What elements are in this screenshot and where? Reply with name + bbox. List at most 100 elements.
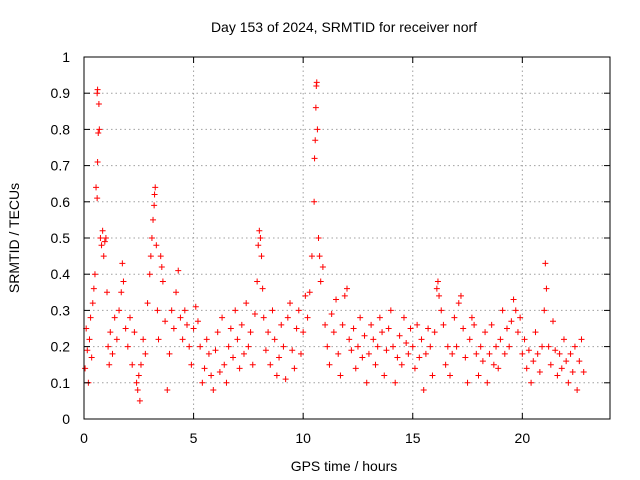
data-point [462,354,469,361]
data-point [312,137,319,144]
data-point [519,350,526,357]
data-point [352,365,359,372]
data-point [155,336,162,343]
data-point [118,289,125,296]
data-point [102,235,109,241]
data-point [460,325,467,332]
data-point [223,379,230,386]
data-point [152,184,159,191]
data-point [525,347,532,354]
data-point [523,365,530,372]
data-point [234,336,241,343]
data-point [142,350,149,357]
data-point [166,350,173,357]
data-point [219,314,226,321]
data-point [490,361,497,368]
data-point [106,361,113,368]
data-point [499,307,506,314]
data-point [111,314,118,321]
data-point [477,343,484,350]
data-point [486,350,493,357]
data-point [392,379,399,386]
data-point [543,285,550,292]
data-point [175,267,182,274]
data-point [308,253,315,260]
data-point [484,379,491,386]
data-point [107,329,114,336]
data-point [227,325,234,332]
data-point [124,343,131,350]
data-point [293,325,300,332]
data-point [256,227,263,234]
data-point [390,343,397,350]
data-point [425,325,432,332]
data-point [339,321,346,328]
x-tick-label: 5 [190,430,198,446]
data-point [569,368,576,375]
y-tick-label: 1 [62,49,70,65]
data-point [236,365,243,372]
data-point [512,307,519,314]
data-point [468,314,475,321]
data-point [514,329,521,336]
y-tick-label: 0.6 [51,194,71,210]
y-tick-label: 0.5 [51,230,71,246]
data-point [151,202,158,209]
grid [84,57,610,419]
data-point [405,350,412,357]
plot-frame [83,56,611,420]
data-point [411,365,418,372]
data-point [539,343,546,350]
data-point [104,289,111,296]
x-tick-label: 10 [295,430,311,446]
data-point [482,329,489,336]
data-point [131,329,138,336]
data-point [153,242,160,249]
data-point [98,242,105,249]
data-point [422,350,429,357]
data-point [257,235,264,241]
data-point [394,354,401,361]
data-point [396,332,403,339]
data-point [466,336,473,343]
data-point [205,350,212,357]
data-point [453,343,460,350]
data-point [438,307,445,314]
data-point [105,343,112,350]
data-point [95,101,102,108]
data-point [95,130,102,137]
data-point [84,347,91,354]
data-point [100,253,107,260]
data-point [508,318,515,325]
data-point [186,343,193,350]
data-point [383,347,390,354]
data-point [289,347,296,354]
data-point [240,350,247,357]
data-point [578,336,585,343]
data-point [150,216,157,223]
data-point [565,379,572,386]
data-point [475,372,482,379]
data-point [528,379,535,386]
data-point [571,343,578,350]
data-point [473,350,480,357]
data-point [243,300,250,307]
data-point [94,158,101,165]
data-point [403,339,410,346]
data-point [170,325,177,332]
data-point [506,343,513,350]
data-point [521,336,528,343]
data-point [311,155,318,162]
data-point [542,260,549,267]
data-point [436,292,443,299]
data-point [302,292,309,299]
data-point [547,361,554,368]
y-tick-label: 0.9 [51,85,71,101]
data-point [372,361,379,368]
data-points [82,79,587,404]
data-point [350,325,357,332]
data-point [181,307,188,314]
data-point [269,307,276,314]
data-point [363,379,370,386]
data-point [137,361,144,368]
